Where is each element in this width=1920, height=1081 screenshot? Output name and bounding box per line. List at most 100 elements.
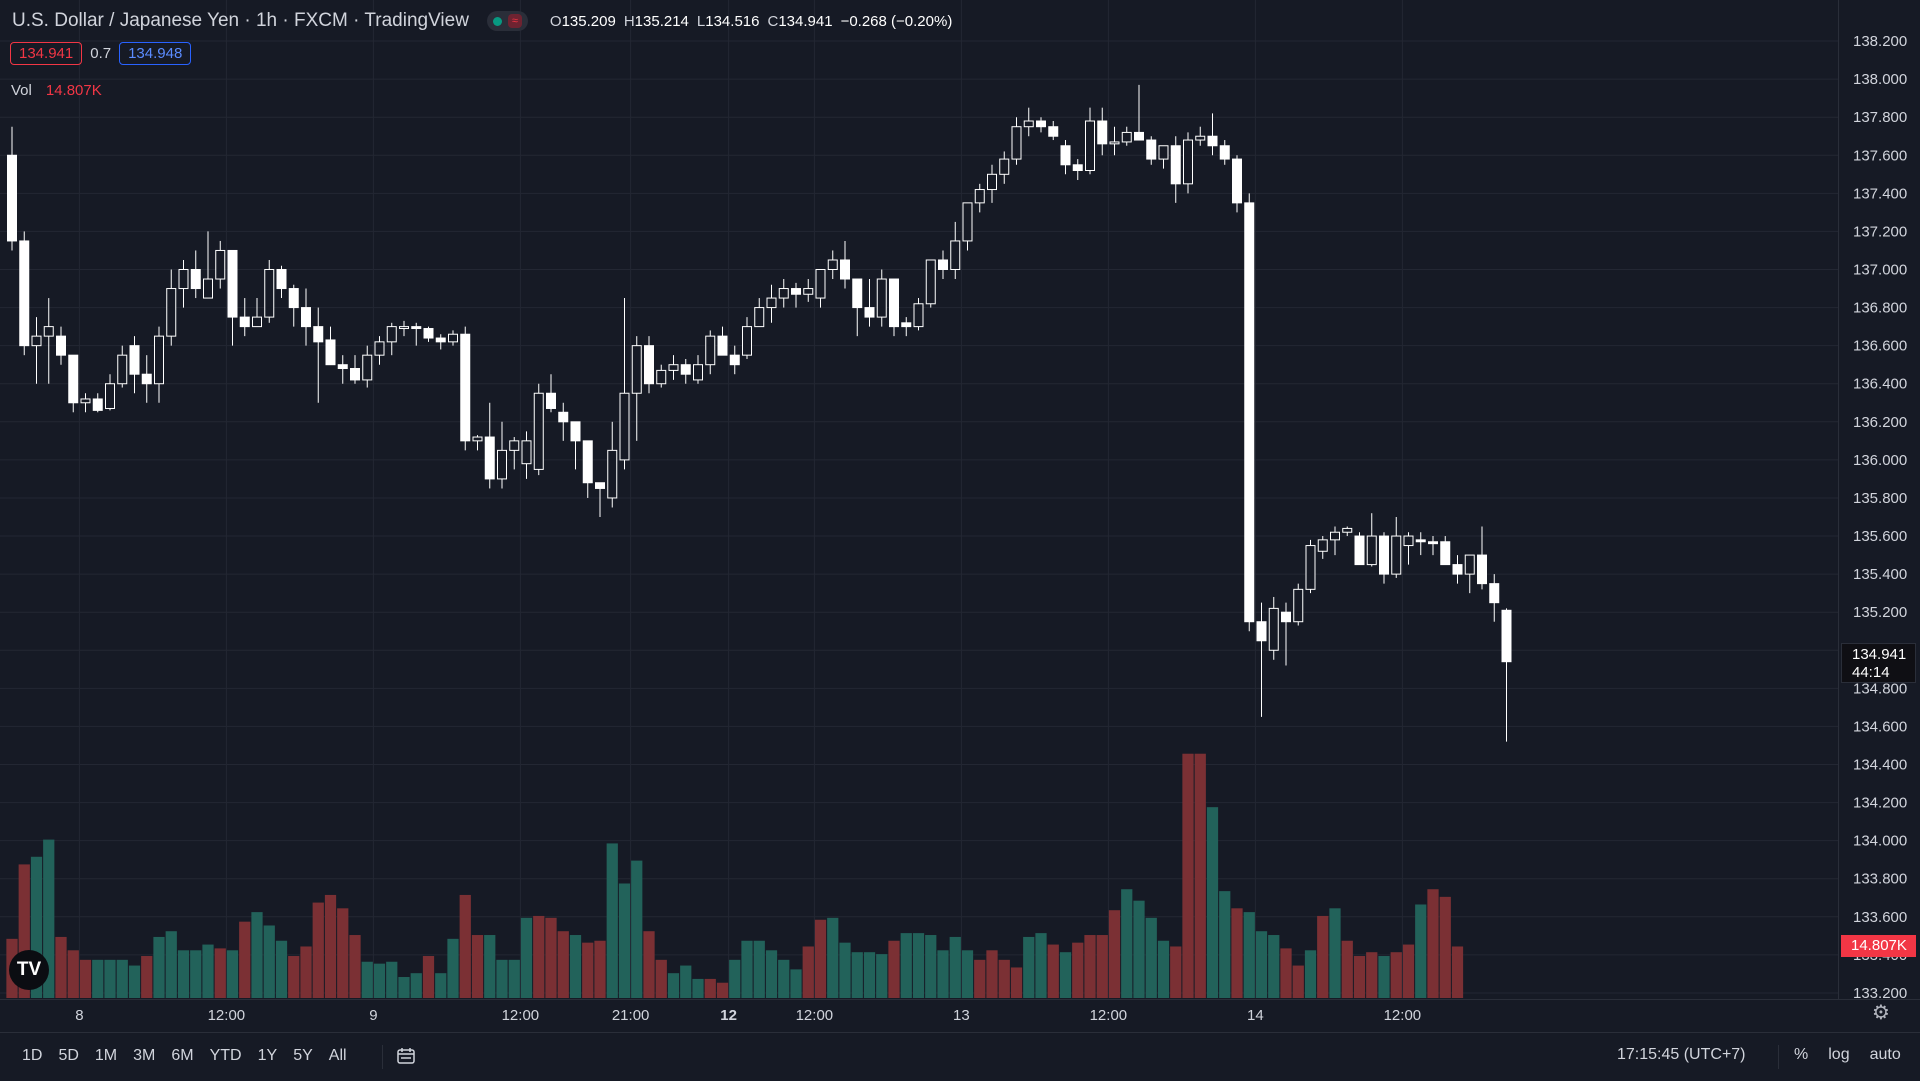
range-6m-button[interactable]: 6M: [171, 1047, 194, 1064]
volume-bar: [1170, 946, 1182, 998]
volume-bar: [631, 860, 643, 998]
volume-bar: [92, 959, 104, 998]
volume-bar: [55, 936, 67, 998]
ohlc-legend: O135.209 H135.214 L134.516 C134.941 −0.2…: [550, 13, 952, 30]
candle: [680, 358, 691, 384]
range-ytd-button[interactable]: YTD: [209, 1047, 242, 1064]
candle: [644, 336, 654, 394]
volume-legend[interactable]: Vol 14.807K: [11, 82, 102, 99]
time-axis[interactable]: 8 12:00 9 12:00 21:00 12 12:00 13 12:00 14 12:00: [75, 1007, 1421, 1024]
range-3m-button[interactable]: 3M: [133, 1047, 156, 1064]
volume-bar: [643, 931, 655, 998]
volume-bar: [1206, 807, 1219, 998]
chart-header: U.S. Dollar / Japanese Yen · 1h · FXCM ·…: [12, 8, 952, 34]
candle: [693, 355, 703, 384]
candle: [166, 269, 177, 346]
range-5d-button[interactable]: 5D: [58, 1047, 79, 1064]
volume-bar: [288, 956, 300, 998]
volume-bar: [655, 959, 667, 998]
candle: [313, 307, 324, 403]
candle: [276, 265, 287, 299]
range-all-button[interactable]: All: [328, 1047, 347, 1064]
candle: [521, 431, 532, 479]
candle: [1085, 107, 1095, 175]
volume-bar: [692, 978, 704, 998]
gear-icon[interactable]: ⚙: [1872, 1002, 1890, 1024]
volume-bar: [729, 959, 741, 998]
candle: [117, 345, 128, 388]
tradingview-logo-icon[interactable]: TV: [9, 950, 49, 990]
candle: [974, 183, 985, 213]
price-tick-label: 136.000: [1853, 452, 1907, 469]
candle: [227, 249, 238, 346]
go-to-date-icon[interactable]: [396, 1046, 416, 1066]
volume-bar: [618, 883, 631, 998]
candle: [1391, 517, 1402, 578]
volume-bar: [153, 936, 165, 998]
volume-bar: [422, 956, 435, 998]
toolbar-divider: [382, 1045, 383, 1069]
range-1d-button[interactable]: 1D: [22, 1047, 43, 1064]
volume-bar: [361, 961, 373, 998]
candle: [1219, 140, 1230, 165]
price-tick-label: 137.400: [1853, 185, 1907, 202]
volume-bar: [1402, 944, 1415, 998]
log-scale-button[interactable]: log: [1828, 1046, 1850, 1063]
candle: [803, 279, 814, 302]
auto-scale-button[interactable]: auto: [1869, 1046, 1901, 1063]
candle: [129, 336, 140, 394]
candle: [852, 278, 863, 337]
volume-bar: [1023, 936, 1035, 998]
volume-bar: [496, 959, 508, 998]
price-tick-label: 134.800: [1853, 680, 1907, 697]
volume-bar: [545, 917, 557, 998]
bid-price-button[interactable]: 134.941: [10, 42, 83, 65]
candle: [1379, 532, 1389, 584]
price-tick-label: 135.600: [1853, 528, 1907, 545]
volume-bar: [337, 908, 349, 998]
date-range-selector: 1D 5D 1M 3M 6M YTD 1Y 5Y All: [14, 1047, 355, 1065]
price-tick-label: 136.600: [1853, 338, 1907, 355]
price-tick-label: 133.600: [1853, 909, 1907, 926]
symbol-title[interactable]: U.S. Dollar / Japanese Yen · 1h · FXCM ·…: [12, 10, 469, 31]
timezone-clock[interactable]: 17:15:45 (UTC+7): [1617, 1046, 1746, 1063]
volume-bar: [1133, 900, 1145, 998]
candle: [1452, 555, 1463, 584]
candle: [595, 482, 605, 517]
candle: [1354, 532, 1365, 566]
candle: [656, 364, 667, 388]
volume-bar: [1378, 956, 1390, 998]
candle: [1256, 602, 1267, 717]
candle: [484, 402, 495, 489]
bottom-toolbar: 1D 5D 1M 3M 6M YTD 1Y 5Y All 17:15:45 (U…: [0, 1032, 1920, 1081]
volume-bar: [839, 942, 851, 998]
range-1m-button[interactable]: 1M: [94, 1047, 118, 1064]
candle: [778, 279, 789, 308]
candle: [386, 322, 397, 356]
candle: [913, 298, 924, 331]
volume-bar: [43, 839, 55, 998]
time-tick-label: 12: [720, 1007, 737, 1024]
volume-bar: [459, 894, 471, 998]
volume-bar: [1072, 942, 1084, 998]
ask-price-button[interactable]: 134.948: [119, 42, 192, 65]
candle: [619, 298, 630, 470]
market-status-pill[interactable]: ≈: [486, 11, 528, 31]
candle: [742, 317, 752, 359]
volume-axis-tag: 14.807K: [1841, 935, 1916, 957]
candle: [1158, 145, 1169, 169]
percent-scale-button[interactable]: %: [1794, 1046, 1809, 1063]
range-1y-button[interactable]: 1Y: [257, 1047, 278, 1064]
candle: [1170, 136, 1181, 203]
volume-bar: [1194, 753, 1206, 998]
volume-bar: [520, 917, 533, 998]
volume-bar: [998, 959, 1010, 998]
price-axis[interactable]: 133.200133.400133.600133.800134.000134.2…: [1853, 33, 1907, 1002]
candle: [1023, 107, 1034, 137]
range-5y-button[interactable]: 5Y: [293, 1047, 313, 1064]
candle: [399, 320, 409, 337]
candle: [533, 383, 544, 476]
candle: [717, 326, 728, 356]
price-chart[interactable]: 133.200133.400133.600133.800134.000134.2…: [0, 0, 1920, 1032]
volume-bar: [239, 921, 251, 998]
